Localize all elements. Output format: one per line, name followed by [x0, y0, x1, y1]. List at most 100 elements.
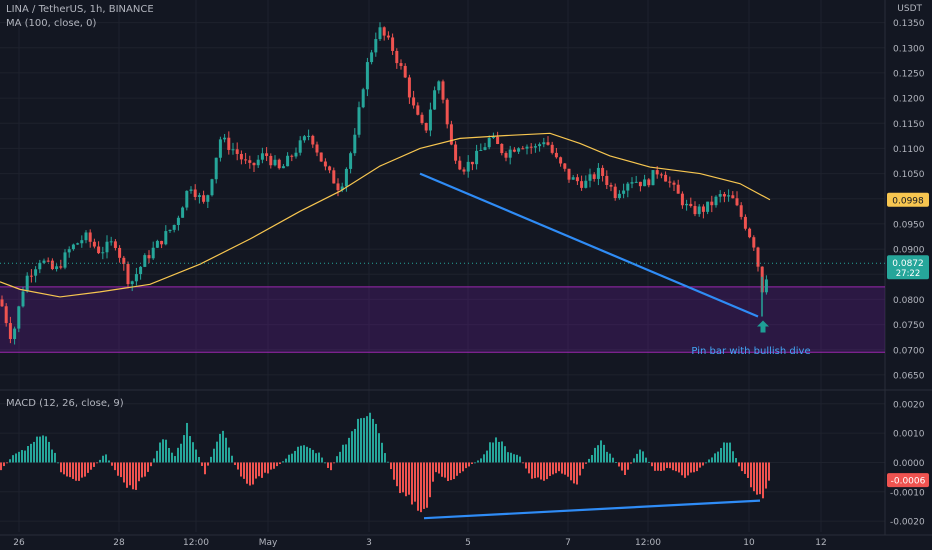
arrow-up-icon [757, 320, 769, 333]
candle-body [668, 181, 672, 183]
candle-body [193, 189, 197, 197]
macd-bar [282, 461, 284, 463]
candle-body [743, 216, 747, 229]
macd-bar [426, 462, 428, 508]
macd-bar [396, 462, 398, 487]
macd-bar [285, 458, 287, 463]
symbol-title[interactable]: LINA / TetherUS, 1h, BINANCE [6, 4, 154, 15]
macd-bar [288, 454, 290, 463]
macd-bar [468, 462, 470, 467]
candle-body [718, 194, 722, 197]
macd-bar [411, 462, 413, 505]
macd-tick-label: 0.0010 [893, 430, 925, 440]
macd-bar [360, 418, 362, 463]
last-price-label: 0.0872 [892, 259, 924, 269]
macd-bar [519, 456, 521, 463]
candle-body [244, 159, 248, 161]
time-axis[interactable]: 26 28 12:00 May 3 5 7 12:00 10 12 [13, 538, 826, 548]
candle-body [290, 155, 294, 157]
macd-bar [561, 462, 563, 474]
macd-bar [603, 444, 605, 463]
macd-bar [51, 449, 53, 463]
candle-body [399, 63, 403, 66]
macd-bar [150, 462, 152, 467]
candle-body [563, 163, 567, 169]
macd-bar [174, 456, 176, 463]
macd-bar [324, 462, 326, 464]
macd-bar [225, 437, 227, 463]
macd-bar [75, 462, 77, 481]
candle-body [202, 195, 206, 202]
macd-bar [303, 445, 305, 463]
candle-body [84, 232, 88, 241]
ma-indicator-label[interactable]: MA (100, close, 0) [6, 18, 97, 29]
candle-body [445, 99, 449, 125]
candle-body [575, 177, 579, 182]
candle-body [239, 153, 243, 160]
candle-body [475, 150, 479, 165]
macd-bar [504, 446, 506, 463]
macd-bar [510, 452, 512, 463]
macd-bar [669, 462, 671, 469]
currency-label: USDT [897, 4, 922, 14]
macd-bar [132, 462, 134, 490]
price-tick-label: 0.0800 [893, 296, 925, 306]
price-tick-label: 0.1350 [893, 19, 925, 29]
macd-bar [375, 423, 377, 463]
candle-body [487, 137, 491, 148]
candle-body [727, 195, 731, 197]
candle-body [454, 144, 458, 161]
candle-body [496, 136, 500, 144]
macd-bar [87, 462, 89, 473]
macd-bar [549, 462, 551, 476]
macd-bar [528, 462, 530, 474]
macd-bar [513, 454, 515, 463]
candle-body [147, 255, 151, 259]
candle-body [294, 152, 298, 157]
macd-bar [756, 462, 758, 495]
macd-bar [750, 462, 752, 488]
macd-bar [237, 462, 239, 470]
macd-bar [516, 454, 518, 463]
macd-bar [99, 459, 101, 463]
candle-body [588, 174, 592, 181]
macd-bar [219, 433, 221, 463]
macd-bar [735, 458, 737, 463]
candle-body [462, 169, 466, 172]
macd-bar [615, 462, 617, 463]
macd-bar [414, 462, 416, 502]
macd-bar [354, 428, 356, 463]
candle-body [420, 114, 424, 123]
candle-body [315, 144, 319, 153]
time-tick-label: 12:00 [635, 538, 661, 548]
macd-bar [378, 433, 380, 463]
macd-bar [306, 446, 308, 463]
candle-body [227, 137, 231, 150]
candle-body [63, 252, 67, 268]
macd-bar [78, 462, 80, 481]
macd-bar [390, 462, 392, 470]
macd-bar [249, 462, 251, 486]
macd-bar [117, 462, 119, 476]
candle-body [302, 136, 306, 141]
macd-bar [759, 462, 761, 495]
macd-bar [537, 462, 539, 478]
moving-average-series [0, 132, 771, 298]
macd-indicator-label[interactable]: MACD (12, 26, close, 9) [6, 398, 124, 409]
macd-bar [339, 451, 341, 463]
macd-bar [123, 462, 125, 483]
candle-body [340, 186, 344, 191]
macd-bar [126, 462, 128, 488]
macd-bar [498, 441, 500, 463]
candle-body [105, 241, 109, 253]
candle-body [370, 52, 374, 63]
candle-body [458, 160, 462, 170]
candle-body [412, 97, 416, 106]
candle-body [609, 184, 613, 187]
macd-bar [24, 450, 26, 463]
macd-bar [69, 462, 71, 478]
macd-bar [0, 462, 2, 471]
macd-bar [768, 462, 770, 481]
price-trendline [419, 172, 759, 318]
